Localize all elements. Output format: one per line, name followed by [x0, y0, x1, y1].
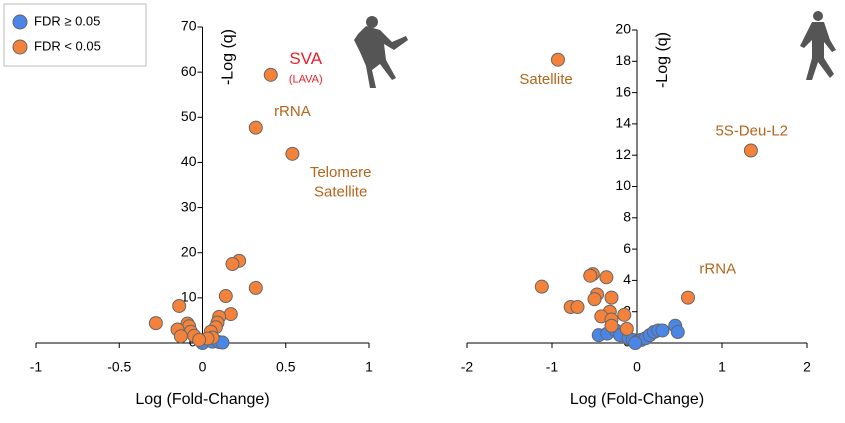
primate-icon	[354, 16, 408, 88]
y-axis-title: -Log (q)	[654, 32, 671, 88]
y-tick-label: 6	[623, 240, 631, 256]
legend-marker	[12, 39, 28, 55]
x-tick-label: 1	[718, 359, 726, 375]
y-axis-title: -Log (q)	[220, 29, 237, 85]
legend-label: FDR < 0.05	[34, 38, 101, 53]
y-tick-label: 8	[623, 209, 631, 225]
x-tick-label: 0.5	[276, 359, 296, 375]
x-tick-label: -1	[30, 359, 43, 375]
y-tick-label: 16	[615, 83, 631, 99]
legend-marker	[12, 14, 28, 30]
point	[583, 268, 598, 283]
x-tick-label: 0	[199, 359, 207, 375]
point	[173, 329, 188, 344]
human-icon	[800, 11, 836, 80]
y-tick-label: 70	[181, 18, 197, 34]
annotation: SVA	[289, 49, 322, 68]
annotation: Satellite	[314, 184, 367, 201]
point	[617, 307, 632, 322]
point	[655, 323, 670, 338]
x-tick-label: 0	[633, 359, 641, 375]
legend-label: FDR ≥ 0.05	[34, 13, 100, 28]
point	[192, 332, 207, 347]
point	[570, 300, 585, 315]
y-tick-label: 18	[615, 52, 631, 68]
y-tick-label: 20	[181, 243, 197, 259]
annotation: rRNA	[274, 103, 311, 120]
annotation: Telomere	[310, 164, 372, 181]
x-tick-label: -2	[461, 359, 474, 375]
legend-box	[3, 3, 147, 67]
y-tick-label: 50	[181, 108, 197, 124]
x-tick-label: 2	[803, 359, 811, 375]
point	[223, 307, 238, 322]
y-tick-label: 12	[615, 146, 631, 162]
y-tick-label: 40	[181, 153, 197, 169]
y-tick-label: 10	[181, 289, 197, 305]
annotation: Satellite	[519, 71, 572, 88]
point	[743, 143, 758, 158]
point	[619, 321, 634, 336]
annotation-sub: (LAVA)	[289, 73, 323, 85]
y-tick-label: 4	[623, 271, 631, 287]
y-tick-label: 60	[181, 63, 197, 79]
point	[534, 279, 549, 294]
y-tick-label: 20	[615, 21, 631, 37]
point	[218, 289, 233, 304]
point	[604, 318, 619, 333]
y-tick-label: 30	[181, 198, 197, 214]
x-tick-label: 1	[365, 359, 373, 375]
point	[248, 120, 263, 135]
point	[172, 298, 187, 313]
annotation: rRNA	[699, 260, 736, 277]
point	[285, 146, 300, 161]
point	[148, 316, 163, 331]
y-tick-label: 14	[615, 115, 631, 131]
point	[225, 257, 240, 271]
point	[263, 67, 278, 82]
x-tick-label: -1	[546, 359, 559, 375]
point	[248, 280, 263, 295]
x-axis-title: Log (Fold-Change)	[135, 391, 269, 408]
point	[550, 52, 565, 67]
point	[670, 325, 685, 340]
point	[681, 290, 695, 305]
point	[604, 290, 619, 305]
annotation: 5S-Deu-L2	[715, 123, 788, 140]
x-axis-title: Log (Fold-Change)	[570, 391, 704, 408]
point	[628, 336, 643, 350]
x-tick-label: -0.5	[107, 359, 131, 375]
point	[599, 270, 614, 285]
y-tick-label: 10	[615, 177, 631, 193]
point	[587, 292, 602, 307]
